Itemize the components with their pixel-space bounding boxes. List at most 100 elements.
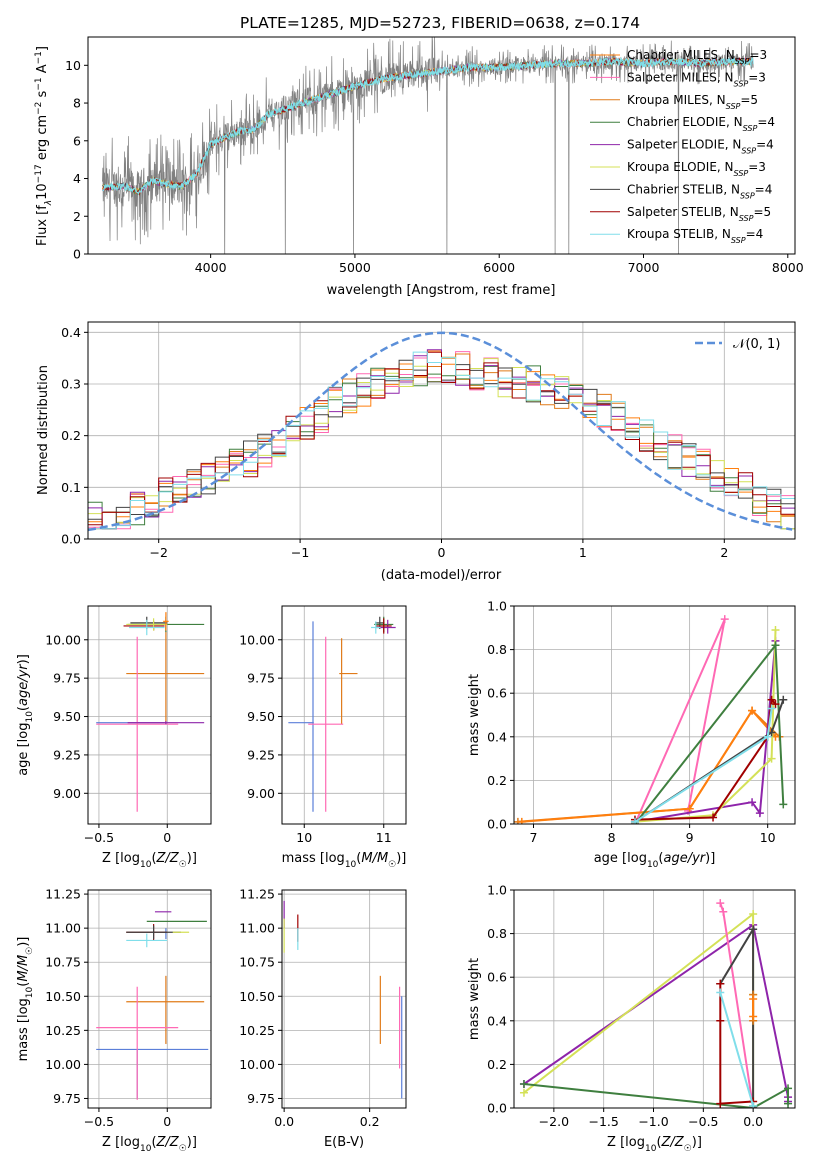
y-tick-label: 0.4 (487, 729, 507, 744)
line-salpeter-stelib (719, 983, 754, 1105)
y-tick-label: 9.75 (53, 671, 81, 686)
marker-chabrier-elodie (784, 1084, 793, 1093)
x-tick-label: 8 (608, 830, 616, 845)
y-tick-label: 4 (73, 171, 81, 186)
y-axis-label: Normed distribution (36, 365, 51, 495)
x-tick-label: 6000 (483, 260, 515, 275)
x-tick-label: −1.0 (638, 1114, 668, 1129)
y-tick-label: 10.75 (45, 955, 81, 970)
y-tick-label: 1.0 (487, 883, 507, 898)
x-tick-label: 4000 (195, 260, 227, 275)
axes-frame (281, 605, 407, 825)
x-axis-label: (data-model)/error (381, 568, 502, 583)
plot-area (96, 911, 209, 1100)
x-tick-label: 0 (163, 1114, 171, 1129)
x-axis-label: Z [log10(Z/Z☉)] (102, 851, 197, 870)
x-tick-label: −0.5 (84, 1114, 114, 1129)
x-tick-label: −2 (149, 545, 167, 560)
legend-label: Kroupa MILES, NSSP=5 (627, 93, 758, 111)
y-tick-label: 0.2 (61, 428, 81, 443)
y-tick-label: 9.75 (247, 671, 275, 686)
marker-chabrier-elodie (784, 1099, 793, 1108)
marker-kroupa-elodie (767, 754, 776, 763)
y-axis-label: mass weight (467, 958, 482, 1040)
x-axis-label: mass [log10(M/M☉)] (282, 851, 407, 870)
y-axis-label: mass [log10(M/M☉)] (16, 937, 35, 1062)
x-tick-label: 10 (760, 830, 776, 845)
y-tick-label: 0.4 (61, 325, 81, 340)
gaussian-curve (88, 331, 793, 532)
x-tick-label: 7 (530, 830, 538, 845)
x-tick-label: 0.0 (274, 1114, 294, 1129)
legend-label: Salpeter STELIB, NSSP=5 (627, 205, 771, 223)
line-kroupa-stelib (634, 708, 773, 823)
y-tick-label: 0.0 (61, 532, 81, 547)
marker-chabrier-elodie (779, 800, 788, 809)
x-axis-label: age [log10(age/yr)] (594, 851, 716, 870)
y-tick-label: 10.00 (45, 632, 81, 647)
marker-salpeter-stelib (716, 979, 725, 988)
y-tick-label: 10.25 (45, 1023, 81, 1038)
y-tick-label: 11.25 (239, 887, 275, 902)
y-tick-label: 9.25 (247, 747, 275, 762)
marker-salpeter-stelib (716, 1016, 725, 1025)
marker-kroupa-stelib (716, 988, 725, 997)
y-tick-label: 10.75 (239, 955, 275, 970)
x-tick-label: 9 (686, 830, 694, 845)
x-tick-label: 1 (579, 545, 587, 560)
legend-label: Chabrier STELIB, NSSP=4 (627, 182, 772, 200)
marker-chabrier-elodie (519, 1080, 528, 1089)
y-tick-label: 9.50 (53, 709, 81, 724)
y-tick-label: 0.6 (487, 970, 507, 985)
y-tick-label: 9.00 (53, 786, 81, 801)
y-tick-label: 10 (65, 58, 81, 73)
line-salpeter-elodie (634, 640, 777, 823)
plot-area (101, 37, 754, 254)
marker-chabrier-miles (517, 817, 526, 824)
marker-salpeter-miles (720, 615, 729, 624)
x-axis-label: Z [log10(Z/Z☉)] (607, 1135, 702, 1154)
x-tick-label: 2 (720, 545, 728, 560)
y-tick-label: 10.00 (45, 1057, 81, 1072)
y-tick-label: 0.4 (487, 1013, 507, 1028)
y-tick-label: 11.25 (45, 887, 81, 902)
panel-residuals: −2 −1 0 1 2 0.0 0.1 0.2 0.3 0.4 𝒩(0, 1) (data-model… (36, 321, 796, 583)
marker-salpeter-elodie (748, 798, 757, 807)
x-tick-label: −1.5 (589, 1114, 619, 1129)
axes-frame (87, 889, 212, 1109)
marker-salpeter-stelib (767, 695, 776, 704)
x-tick-label: 10 (296, 830, 312, 845)
y-tick-label: 1.0 (487, 599, 507, 614)
x-axis-label: wavelength [Angstrom, rest frame] (327, 283, 556, 298)
legend-label: Kroupa STELIB, NSSP=4 (627, 227, 763, 245)
panel-spectrum: 4000 5000 6000 7000 8000 0 2 4 6 8 10 Chabrier MILE… (34, 36, 804, 298)
marker-salpeter-stelib (709, 813, 718, 822)
panel-age-vs-z: −0.5 0 9.00 9.25 9.50 9.75 10.00 Z [log10(Z/Z☉)… (16, 605, 212, 870)
y-tick-label: 10.50 (45, 989, 81, 1004)
plot-area (88, 331, 795, 532)
line-chabrier-elodie (523, 1083, 789, 1108)
y-tick-label: 0.0 (487, 817, 507, 832)
y-tick-label: 8 (73, 96, 81, 111)
x-tick-label: 0 (163, 830, 171, 845)
line-chabrier-miles (521, 708, 777, 823)
y-tick-label: 6 (73, 133, 81, 148)
panel-weight-vs-z: −2.0 −1.5 −1.0 −0.5 0.0 0.0 0.2 0.4 0.6 0.8 1.0 Z [… (467, 883, 796, 1154)
axes-frame (87, 36, 796, 255)
y-tick-label: 0.8 (487, 642, 507, 657)
plot-area (288, 616, 396, 812)
legend-label: Salpeter ELODIE, NSSP=4 (627, 138, 774, 156)
marker-chabrier-stelib (779, 695, 788, 704)
marker-kroupa-elodie (771, 625, 780, 634)
y-tick-label: 9.75 (53, 1091, 81, 1106)
y-tick-label: 11.00 (239, 921, 275, 936)
legend-label: Chabrier ELODIE, NSSP=4 (627, 115, 775, 133)
x-tick-label: 0.0 (743, 1114, 763, 1129)
x-tick-label: −2.0 (539, 1114, 569, 1129)
legend-label: Chabrier MILES, NSSP=3 (627, 48, 767, 66)
marker-salpeter-stelib (771, 700, 780, 709)
marker-kroupa-stelib (763, 732, 772, 741)
marker-kroupa-elodie (519, 1088, 528, 1097)
x-tick-label: −1 (291, 545, 309, 560)
